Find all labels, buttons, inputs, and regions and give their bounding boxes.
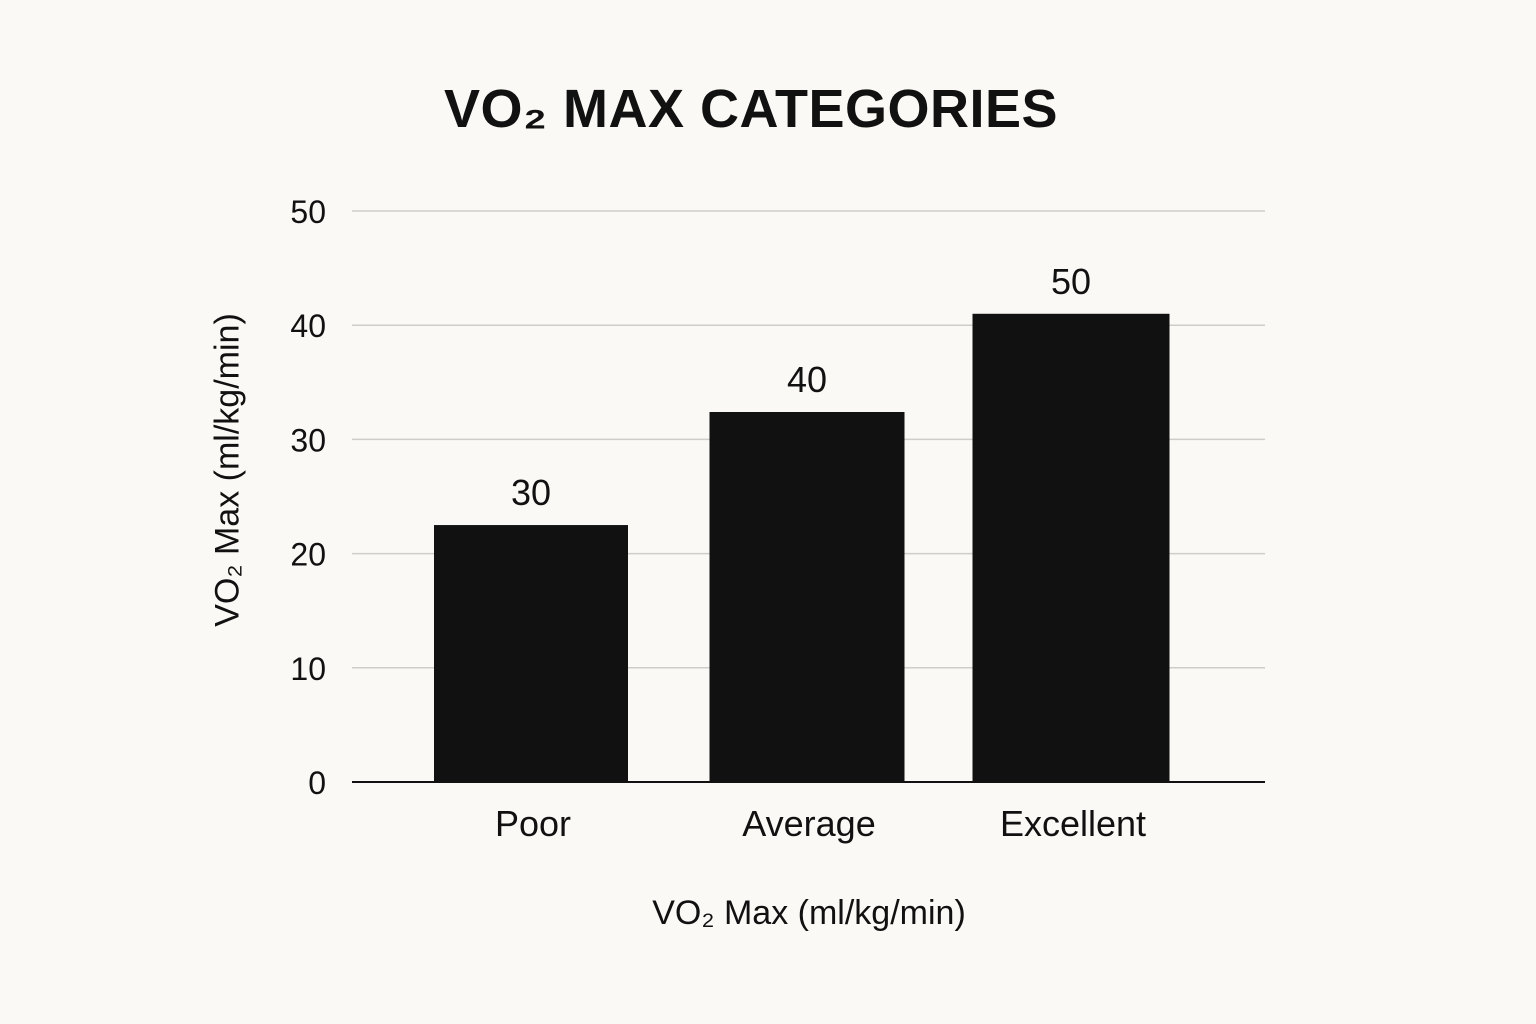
chart-title: VO₂ MAX CATEGORIES [443,79,1059,139]
y-axis-label: VO₂ Max (ml/kg/min) [208,313,247,627]
x-tick-label: Excellent [1000,803,1146,844]
y-tick-label: 0 [308,765,326,801]
x-tick-label: Poor [495,803,571,844]
bar-average [709,411,905,782]
bar-excellent [972,313,1170,782]
data-label: 50 [1051,261,1091,302]
x-axis-label: VO₂ Max (ml/kg/min) [652,894,966,932]
y-tick-label: 50 [290,194,326,230]
data-label: 40 [787,359,827,400]
y-tick-label: 30 [290,422,326,458]
y-tick-label: 10 [290,651,326,687]
x-tick-label: Average [742,803,875,844]
bar-poor [434,525,628,782]
y-tick-label: 20 [290,537,326,573]
data-label: 30 [511,472,551,513]
y-tick-label: 40 [290,308,326,344]
